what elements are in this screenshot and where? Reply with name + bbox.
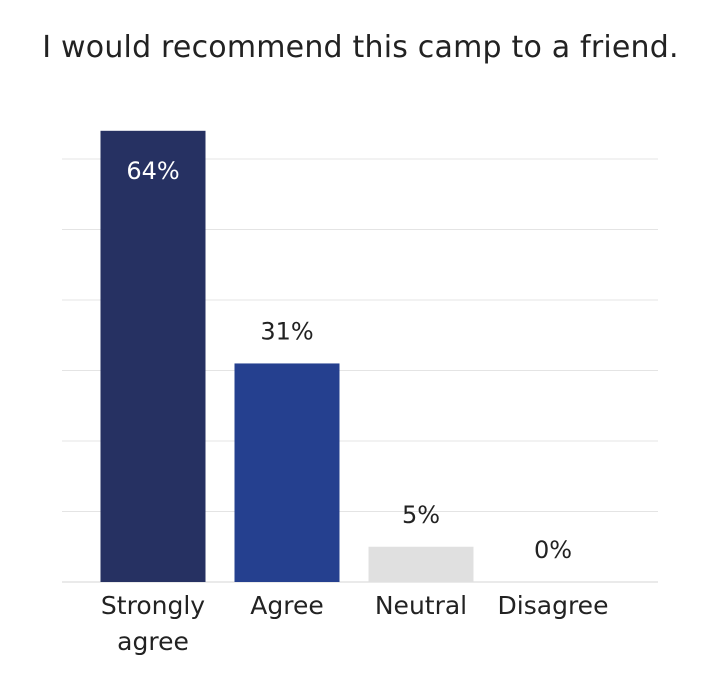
category-label-line: Neutral — [374, 591, 468, 620]
bars — [100, 130, 474, 583]
value-labels: 64% 31% 5% 0% — [126, 157, 572, 564]
bar-neutral — [368, 546, 474, 582]
category-label: Disagree — [483, 588, 623, 624]
chart-title: I would recommend this camp to a friend. — [42, 30, 679, 65]
value-label: 64% — [126, 157, 179, 185]
category-label-line: Agree — [250, 591, 324, 620]
category-label-line: Disagree — [497, 591, 609, 620]
bar-agree — [234, 363, 340, 582]
value-label: 0% — [534, 536, 572, 564]
category-label-line: agree — [117, 627, 189, 656]
value-label: 5% — [402, 501, 440, 529]
bar-strongly-agree — [100, 130, 206, 583]
category-label: Neutral — [351, 588, 491, 624]
value-label: 31% — [260, 317, 313, 345]
category-label: Strongly agree — [83, 588, 223, 660]
category-label: Agree — [217, 588, 357, 624]
category-label-line: Strongly — [100, 591, 206, 620]
